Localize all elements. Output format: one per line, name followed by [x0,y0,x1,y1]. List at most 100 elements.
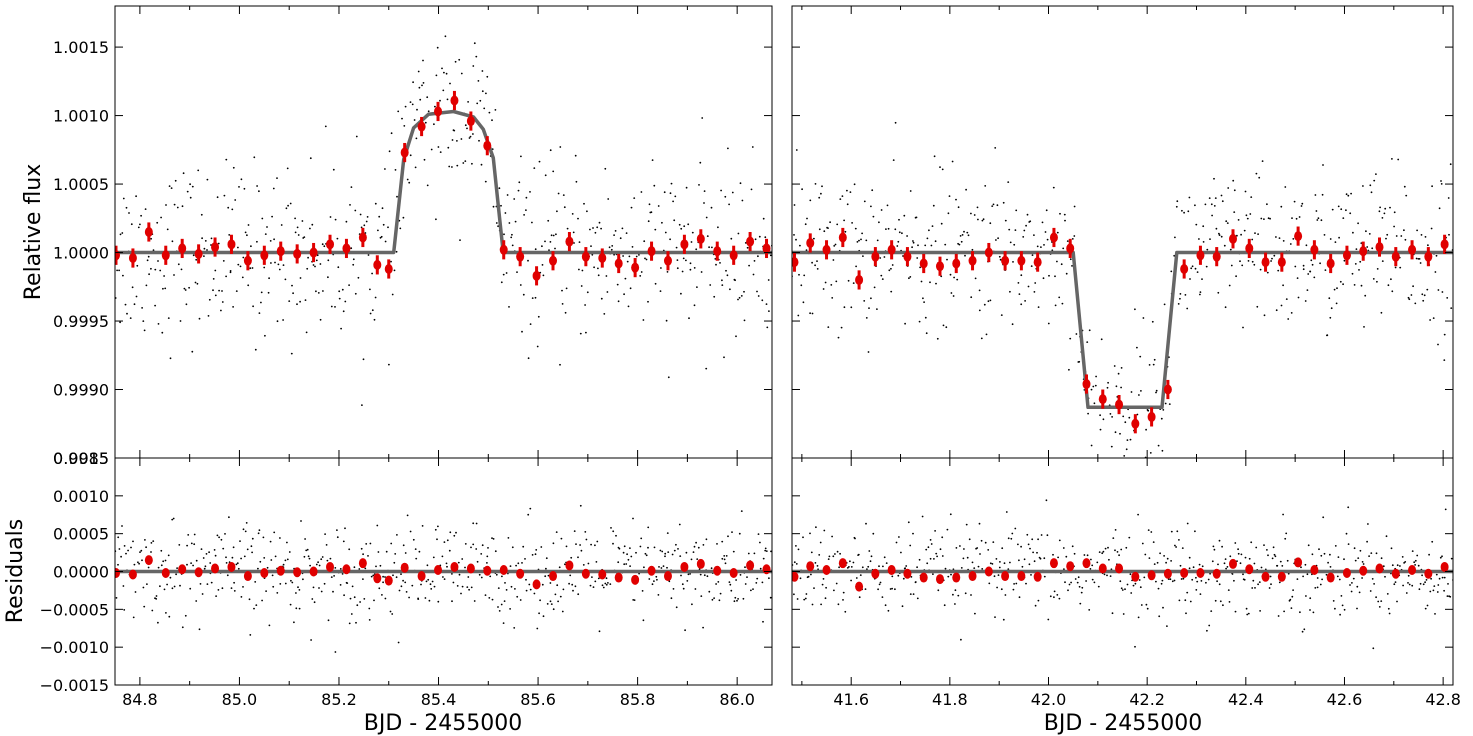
raw-point [1389,206,1391,209]
raw-point [666,271,669,273]
raw-point [1280,205,1283,208]
raw-point [298,607,301,610]
binned-point [680,561,689,572]
raw-point [125,552,127,555]
raw-point [492,205,495,208]
raw-point [1010,537,1013,540]
binned-point [1310,244,1319,255]
raw-point [1047,618,1050,621]
raw-point [402,579,404,582]
binned-point [887,244,896,255]
raw-point [942,324,945,327]
raw-point [1300,205,1303,207]
raw-point [539,599,541,602]
raw-point [489,575,492,578]
raw-point [131,286,134,289]
binned-point [903,568,912,579]
raw-point [223,194,226,197]
raw-point [1301,630,1304,633]
raw-point [251,551,254,554]
raw-point [995,239,997,241]
raw-point [605,275,608,277]
raw-point [675,246,678,249]
raw-point [1361,561,1364,563]
raw-point [1450,557,1453,560]
raw-point [1239,260,1241,263]
raw-point [391,613,394,615]
raw-point [855,265,857,268]
raw-point [696,558,699,560]
raw-point [504,212,507,214]
raw-point [718,599,721,602]
raw-point [1250,541,1253,544]
raw-point [598,221,601,224]
raw-point [1351,582,1353,584]
raw-point [1402,584,1404,587]
raw-point [1139,355,1142,358]
raw-point [311,223,314,226]
raw-point [897,240,900,243]
raw-point [583,202,585,205]
raw-point [390,542,393,545]
raw-point [575,180,578,183]
raw-point [1170,270,1173,273]
raw-point [480,553,483,555]
raw-point [267,291,270,294]
raw-point [484,180,487,183]
raw-point [144,208,147,211]
raw-point [473,42,476,45]
raw-point [514,588,516,590]
raw-point [1257,233,1259,236]
raw-point [1263,544,1265,546]
raw-point [421,84,423,87]
raw-point [1111,416,1113,418]
raw-point [249,634,252,636]
raw-point [1068,368,1070,371]
raw-point [1285,298,1288,300]
raw-point [1215,227,1218,230]
raw-point [1023,229,1026,232]
raw-point [1234,542,1237,544]
raw-point [504,582,506,584]
raw-point [334,567,337,569]
raw-point [565,545,568,548]
raw-point [1152,541,1155,543]
raw-point [569,574,572,577]
raw-point [739,182,742,185]
raw-point [1253,263,1256,266]
raw-point [1087,412,1089,415]
raw-point [1063,213,1066,216]
raw-point [397,110,400,113]
binned-point [178,243,187,254]
x-tick-label: 84.8 [122,690,158,709]
raw-point [240,596,243,598]
raw-point [1148,557,1151,559]
raw-point [329,557,332,560]
raw-point [626,553,628,556]
raw-point [1329,316,1332,319]
raw-point [700,595,703,597]
raw-point [1435,254,1438,257]
raw-point [494,109,497,111]
raw-point [216,196,219,199]
raw-point [295,592,297,594]
raw-point [878,565,880,568]
raw-point [629,287,632,290]
raw-point [985,333,988,336]
raw-point [232,166,235,169]
raw-point [941,536,944,539]
x-tick-label: 41.6 [833,690,869,709]
raw-point [691,231,694,234]
raw-point [823,230,826,233]
y-tick-label: 1.0005 [53,175,109,194]
raw-point [534,248,537,251]
raw-point [965,188,967,191]
raw-point [1190,267,1193,270]
raw-point [373,599,375,602]
raw-point [734,596,737,599]
raw-point [1399,266,1402,269]
raw-point [1179,293,1182,295]
raw-point [351,585,354,588]
raw-point [549,600,552,603]
raw-point [828,555,831,558]
